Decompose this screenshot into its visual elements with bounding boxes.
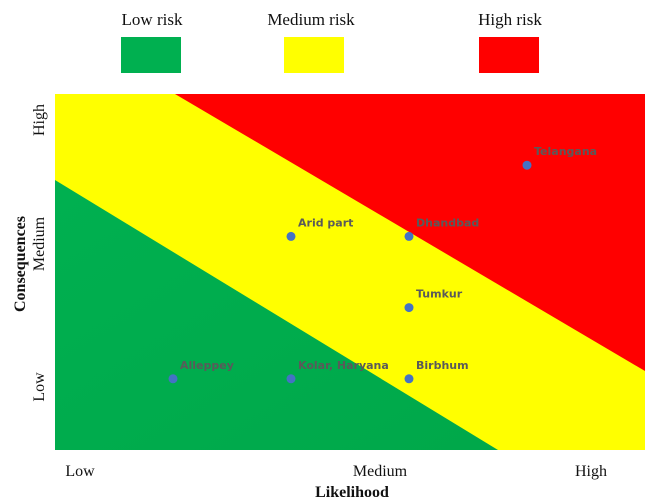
y-tick-low: Low: [31, 372, 48, 402]
point-label-telangana: Telangana: [534, 145, 597, 158]
legend-label-high-risk: High risk: [478, 10, 542, 29]
point-label-arid-part: Arid part: [298, 216, 353, 229]
data-point-dhandbad: [404, 231, 414, 241]
point-labels: Alleppey Kolar, Haryana Birbhum Tumkur Arid …: [180, 145, 597, 372]
data-point-arid-part: [286, 231, 296, 241]
x-tick-high: High: [575, 463, 607, 480]
risk-zones: [55, 94, 645, 450]
y-tick-medium: Medium: [31, 216, 48, 271]
point-label-tumkur: Tumkur: [416, 288, 463, 301]
data-point-tumkur: [404, 303, 414, 313]
data-point-alleppey: [168, 374, 178, 384]
point-label-dhandbad: Dhandbad: [416, 216, 479, 229]
x-tick-medium: Medium: [353, 463, 408, 480]
y-axis-title: Consequences: [12, 216, 29, 312]
x-tick-low: Low: [65, 463, 95, 480]
x-axis-title: Likelihood: [315, 484, 389, 501]
low-risk-zone: [55, 180, 498, 450]
legend-label-medium-risk: Medium risk: [267, 10, 355, 29]
point-label-birbhum: Birbhum: [416, 359, 469, 372]
legend-swatch-low-risk: [121, 37, 181, 73]
legend-swatch-high-risk: [479, 37, 539, 73]
data-points: [168, 160, 532, 384]
point-label-kolar-haryana: Kolar, Haryana: [298, 359, 389, 372]
data-point-birbhum: [404, 374, 414, 384]
legend-label-low-risk: Low risk: [121, 10, 183, 29]
legend-swatch-medium-risk: [284, 37, 344, 73]
point-label-alleppey: Alleppey: [180, 359, 234, 372]
y-tick-high: High: [31, 104, 48, 136]
data-point-telangana: [522, 160, 532, 170]
data-point-kolar-haryana: [286, 374, 296, 384]
